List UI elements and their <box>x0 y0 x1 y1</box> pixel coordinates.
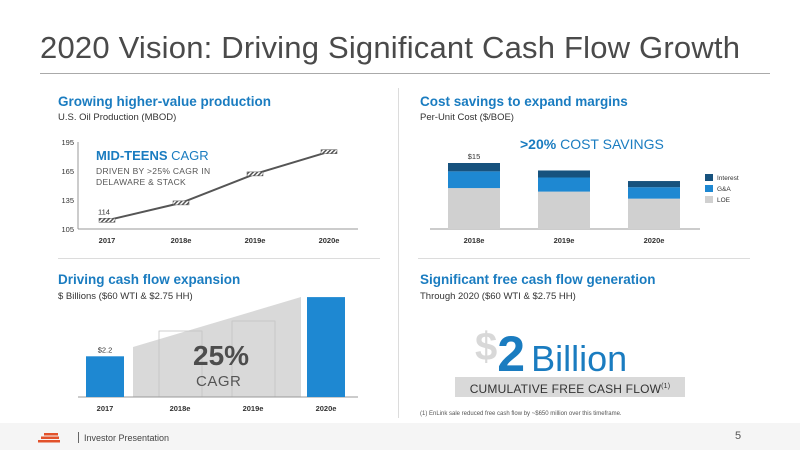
title-rule <box>40 73 770 74</box>
fcf-headline: $2 Billion <box>475 325 627 383</box>
production-callout-line2: DELAWARE & STACK <box>96 177 186 187</box>
cashflow-bar <box>86 356 124 397</box>
production-point <box>98 218 116 223</box>
cost-savings-bold: >20% <box>520 136 557 152</box>
production-callout: MID-TEENS CAGR <box>96 148 209 163</box>
production-panel-title: Growing higher-value production <box>58 94 272 109</box>
page-number: 5 <box>735 430 742 442</box>
fcf-panel-title: Significant free cash flow generation <box>420 272 656 287</box>
cumulative-fcf-box: CUMULATIVE FREE CASH FLOW(1) <box>455 377 685 397</box>
production-line <box>106 150 330 222</box>
cost-x-tick: 2019e <box>554 236 575 245</box>
cost-bar-loe <box>538 191 590 229</box>
cashflow-x-tick: 2019e <box>243 404 264 413</box>
production-callout-line1: DRIVEN BY >25% CAGR IN <box>96 166 211 176</box>
production-x-tick: 2017 <box>99 236 116 245</box>
production-x-tick: 2018e <box>171 236 192 245</box>
cost-bar-ganda <box>628 187 680 199</box>
cashflow-data-label: $2.2 <box>98 345 113 354</box>
cost-bar-interest <box>628 181 680 188</box>
horizontal-divider-right <box>418 258 750 259</box>
cost-bar-ganda <box>538 177 590 192</box>
cost-legend-label: LOE <box>717 197 731 204</box>
cost-x-tick: 2018e <box>464 236 485 245</box>
cost-bar-loe <box>628 198 680 229</box>
footer <box>0 423 800 450</box>
cost-savings-rest: COST SAVINGS <box>556 136 664 152</box>
cost-bar-interest <box>448 163 500 172</box>
cost-legend-swatch <box>705 174 713 181</box>
cost-legend-label: Interest <box>717 175 739 182</box>
production-point <box>172 200 190 206</box>
cost-panel-title: Cost savings to expand margins <box>420 94 628 109</box>
production-point <box>320 149 338 154</box>
cost-bar-interest <box>538 170 590 178</box>
production-y-tick: 165 <box>61 167 74 176</box>
cashflow-x-tick: 2020e <box>316 404 337 413</box>
horizontal-divider-left <box>58 258 380 259</box>
cost-bar-loe <box>448 188 500 229</box>
production-data-label: 114 <box>98 207 110 216</box>
footer-text: Investor Presentation <box>84 433 170 443</box>
cumulative-fcf-label: CUMULATIVE FREE CASH FLOW <box>469 382 662 396</box>
production-y-tick: 105 <box>61 225 74 234</box>
fcf-amount: 2 <box>497 326 526 382</box>
production-panel-subtitle: U.S. Oil Production (MBOD) <box>58 112 177 123</box>
production-callout-rest: CAGR <box>167 148 209 163</box>
footer-separator <box>78 432 79 443</box>
vertical-divider <box>398 88 399 418</box>
cost-bar-ganda <box>448 171 500 189</box>
production-point <box>246 171 264 177</box>
cagr-value: 25% <box>193 340 250 371</box>
company-logo-icon <box>38 433 60 443</box>
cost-data-label: $15 <box>468 152 481 161</box>
cumulative-fcf-sup: (1) <box>661 383 671 390</box>
cashflow-panel-subtitle: $ Billions ($60 WTI & $2.75 HH) <box>58 291 193 302</box>
fcf-footnote: (1) EnLink sale reduced free cash flow b… <box>420 411 622 417</box>
cagr-label: CAGR <box>196 373 242 390</box>
production-x-tick: 2019e <box>245 236 266 245</box>
fcf-unit: Billion <box>531 338 628 379</box>
cost-x-tick: 2020e <box>644 236 665 245</box>
cost-legend-swatch <box>705 196 713 203</box>
fcf-currency: $ <box>475 325 498 369</box>
cost-legend-label: G&A <box>717 186 731 193</box>
production-y-tick: 195 <box>61 138 74 147</box>
cashflow-panel-title: Driving cash flow expansion <box>58 272 241 287</box>
cashflow-growth-wedge <box>133 297 301 397</box>
cost-savings-callout: >20% COST SAVINGS <box>520 136 664 152</box>
cost-panel-subtitle: Per-Unit Cost ($/BOE) <box>420 112 514 123</box>
page-title: 2020 Vision: Driving Significant Cash Fl… <box>40 30 741 65</box>
fcf-panel-subtitle: Through 2020 ($60 WTI & $2.75 HH) <box>420 291 576 302</box>
cost-legend-swatch <box>705 185 713 192</box>
production-y-tick: 135 <box>61 196 74 205</box>
cashflow-x-tick: 2018e <box>170 404 191 413</box>
production-callout-bold: MID-TEENS <box>96 148 168 163</box>
cashflow-x-tick: 2017 <box>97 404 114 413</box>
production-x-tick: 2020e <box>319 236 340 245</box>
cashflow-bar <box>307 297 345 397</box>
